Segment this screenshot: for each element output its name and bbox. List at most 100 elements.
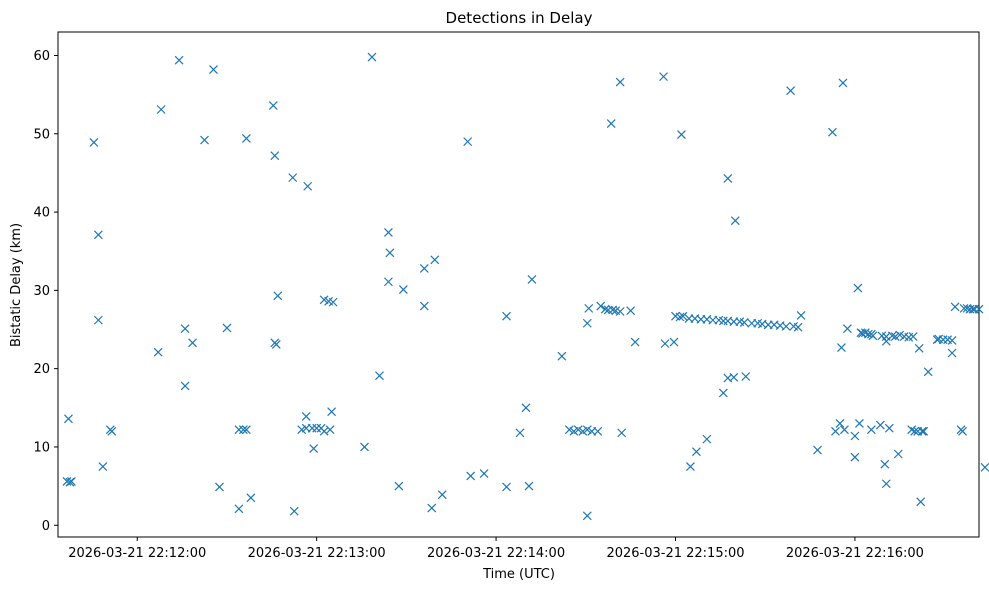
data-point — [375, 371, 384, 381]
data-point — [394, 481, 404, 491]
data-point — [686, 462, 695, 471]
data-point — [319, 426, 329, 436]
data-point — [301, 412, 311, 421]
data-point — [427, 503, 437, 513]
data-point — [718, 316, 728, 326]
y-tick-label: 40 — [33, 206, 50, 221]
data-point — [881, 479, 891, 489]
data-point — [521, 403, 531, 413]
data-point — [93, 230, 103, 240]
data-point — [947, 336, 957, 345]
data-point — [702, 434, 712, 444]
data-point — [268, 101, 278, 111]
x-axis-ticks: 2026-03-21 22:12:00 2026-03-21 22:13:00 20… — [68, 537, 924, 561]
data-point — [831, 426, 840, 436]
data-point — [200, 135, 209, 145]
data-point — [596, 301, 606, 311]
data-point — [781, 321, 791, 331]
data-point — [678, 311, 688, 321]
y-tick-label: 30 — [33, 284, 50, 299]
data-point — [303, 181, 313, 191]
x-tick-label: 2026-03-21 22:12:00 — [68, 546, 206, 561]
data-point — [582, 318, 592, 328]
data-point — [289, 506, 299, 516]
data-point — [238, 425, 248, 435]
data-point — [273, 291, 283, 301]
x-tick-label: 2026-03-21 22:16:00 — [786, 546, 924, 561]
data-point — [557, 351, 567, 361]
data-point — [854, 419, 864, 428]
data-point — [606, 119, 616, 129]
data-point — [234, 425, 244, 435]
data-point — [659, 72, 668, 82]
data-point — [153, 347, 163, 357]
data-point — [837, 343, 846, 352]
data-point — [730, 216, 740, 226]
data-point — [246, 493, 256, 503]
data-point — [188, 338, 197, 348]
data-point — [89, 137, 99, 147]
data-point — [327, 407, 337, 417]
data-point — [866, 425, 876, 435]
x-tick-label: 2026-03-21 22:14:00 — [427, 546, 565, 561]
data-point — [234, 504, 244, 514]
data-point — [383, 228, 393, 237]
y-axis-ticks: 0 10 20 30 40 50 60 — [33, 49, 58, 534]
data-point — [180, 381, 190, 391]
data-point — [840, 425, 849, 435]
data-point — [630, 337, 640, 347]
data-point — [938, 335, 948, 345]
data-point — [156, 105, 166, 114]
data-point — [786, 86, 796, 96]
data-point — [718, 388, 728, 398]
data-point — [98, 462, 108, 471]
data-point — [312, 423, 322, 433]
data-point — [515, 428, 525, 438]
data-point — [93, 315, 103, 325]
data-point — [608, 305, 618, 315]
plot-area — [57, 31, 980, 538]
data-point — [813, 445, 822, 455]
data-point — [677, 130, 686, 139]
data-point — [524, 481, 534, 491]
data-point — [582, 511, 592, 521]
data-point — [669, 337, 679, 347]
data-point — [67, 476, 76, 486]
data-point — [222, 323, 232, 333]
data-point — [910, 426, 920, 436]
data-point — [527, 274, 537, 284]
data-point — [660, 339, 670, 349]
data-point — [463, 137, 473, 147]
data-point — [309, 444, 319, 453]
data-point — [430, 255, 440, 265]
data-point — [584, 303, 594, 313]
data-point — [741, 372, 751, 381]
data-point — [796, 311, 806, 320]
data-point — [923, 367, 933, 377]
data-point — [271, 339, 281, 349]
data-point — [466, 471, 476, 481]
data-point — [502, 482, 511, 492]
data-point — [950, 302, 960, 312]
data-point — [419, 301, 429, 311]
data-point — [739, 318, 749, 327]
data-point — [835, 419, 845, 428]
data-point — [853, 283, 863, 293]
data-point — [241, 425, 251, 435]
chart-title: Detections in Delay — [446, 9, 593, 27]
data-point — [615, 77, 625, 87]
data-point — [919, 426, 929, 436]
data-point — [593, 426, 603, 436]
data-point — [437, 490, 447, 500]
y-tick-label: 50 — [33, 127, 50, 142]
data-point — [838, 78, 848, 88]
data-point — [360, 442, 369, 452]
data-point — [729, 372, 739, 382]
data-point — [970, 304, 979, 314]
data-point — [893, 449, 903, 459]
data-point — [917, 426, 927, 436]
data-point — [884, 423, 894, 433]
data-point — [675, 312, 685, 322]
data-point — [419, 264, 429, 273]
